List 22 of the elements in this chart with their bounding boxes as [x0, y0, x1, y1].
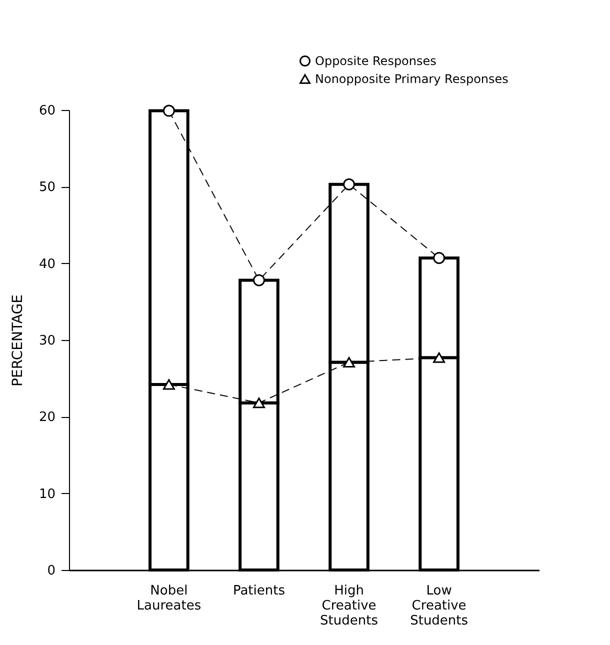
y-axis-title: PERCENTAGE	[10, 294, 26, 386]
x-tick-label: Low Creative Students	[410, 584, 468, 628]
y-tick-label: 10	[38, 486, 56, 502]
y-tick-label: 50	[38, 180, 56, 196]
y-tick-label: 40	[38, 256, 56, 272]
y-tick-label: 20	[38, 410, 56, 426]
legend-label: Nonopposite Primary Responses	[315, 72, 508, 86]
point	[433, 252, 446, 264]
x-tick-label: Nobel Laureates	[136, 584, 202, 614]
point	[162, 104, 175, 117]
point	[343, 178, 356, 190]
x-tick-label: High Creative Students	[320, 584, 378, 628]
x-tick-label: Patients	[232, 584, 286, 598]
y-tick-label: 60	[38, 104, 56, 118]
point	[162, 379, 175, 390]
point	[252, 274, 265, 286]
y-tick-label: 30	[38, 334, 56, 348]
point	[433, 352, 446, 363]
point	[343, 356, 356, 368]
point	[252, 398, 265, 408]
legend-label: Opposite Responses	[315, 54, 436, 68]
y-tick-label: 0	[47, 564, 56, 578]
